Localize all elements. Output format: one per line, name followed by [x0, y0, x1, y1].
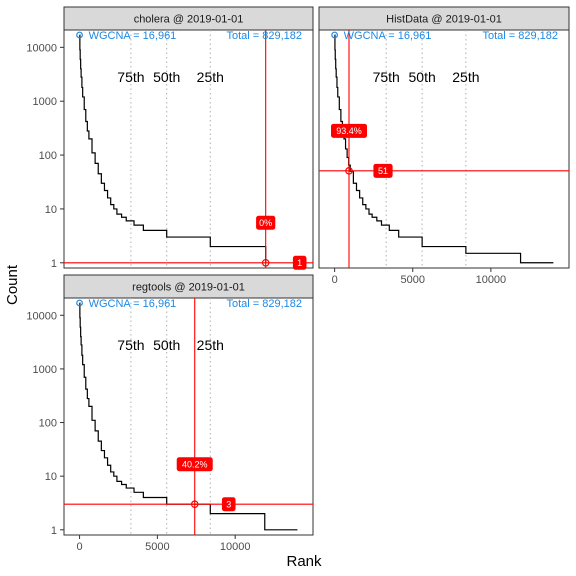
percentile-label: 25th — [197, 337, 224, 353]
marker-percent-label-bg — [176, 457, 213, 472]
percentile-label: 75th — [373, 69, 400, 85]
y-tick-label: 10 — [45, 204, 57, 216]
panel-border — [318, 29, 570, 269]
total-label: Total = 829,182 — [482, 30, 558, 42]
x-tick-label: 10000 — [220, 541, 251, 553]
panel-data — [64, 298, 313, 535]
top-point — [331, 31, 339, 39]
marker-count-label-bg — [221, 497, 236, 512]
facet-panel-1: cholera @ 2019-01-01 75th 50th 25th WGCNA = … — [26, 6, 314, 270]
marker-count-label-bg — [373, 163, 393, 178]
marker-point — [261, 258, 270, 267]
marker-count-label-bg — [292, 255, 307, 270]
y-tick-label: 1000 — [33, 364, 57, 376]
marker-percent-label: 40.2% — [182, 460, 208, 470]
y-tick-label: 10000 — [26, 310, 57, 322]
marker-percent-label: 93.4% — [336, 126, 362, 136]
percentile-label: 50th — [153, 69, 180, 85]
total-label: Total = 829,182 — [226, 30, 302, 42]
y-tick-label: 10 — [45, 471, 57, 483]
facet-panel-2: HistData @ 2019-01-01 75th 50th 25th WGCNA =… — [318, 6, 570, 286]
y-tick-label: 100 — [39, 150, 57, 162]
facet-title: regtools @ 2019-01-01 — [132, 282, 245, 294]
marker-count-label: 1 — [297, 258, 302, 268]
percentile-label: 75th — [117, 337, 144, 353]
marker-point — [345, 167, 353, 175]
marker-percent-label-bg — [331, 123, 367, 138]
x-tick-label: 10000 — [476, 274, 507, 286]
marker-point — [190, 500, 199, 509]
y-tick-label: 1 — [51, 525, 57, 537]
top-point — [76, 299, 83, 307]
y-tick-label: 1000 — [33, 96, 57, 108]
y-tick-label: 100 — [39, 418, 57, 430]
marker-count-label: 51 — [378, 166, 388, 176]
marker-percent-label-bg — [256, 215, 276, 230]
total-label: Total = 829,182 — [226, 298, 302, 310]
count-step-line — [79, 302, 298, 531]
panel-data — [64, 30, 313, 268]
panel-data — [319, 30, 569, 268]
x-tick-label: 5000 — [145, 541, 169, 553]
top-point-label: WGCNA = 16,961 — [89, 298, 177, 310]
percentile-label: 25th — [197, 69, 224, 85]
x-tick-label: 0 — [332, 274, 338, 286]
facet-title: cholera @ 2019-01-01 — [134, 14, 244, 26]
y-axis-label: Count — [4, 264, 21, 305]
x-axis-label: Rank — [286, 553, 322, 570]
top-point — [76, 31, 83, 39]
y-tick-label: 10000 — [26, 42, 57, 54]
percentile-label: 50th — [409, 69, 436, 85]
count-step-line — [79, 34, 267, 263]
x-tick-label: 0 — [77, 541, 83, 553]
percentile-label: 25th — [452, 69, 479, 85]
panel-border — [63, 297, 314, 536]
percentile-label: 50th — [153, 337, 180, 353]
y-tick-label: 1 — [51, 258, 57, 270]
marker-percent-label: 0% — [259, 218, 272, 228]
top-point-label: WGCNA = 16,961 — [344, 30, 432, 42]
panel-border — [63, 29, 314, 269]
percentile-label: 75th — [117, 69, 144, 85]
facet-panel-3: regtools @ 2019-01-01 75th 50th 25th WGCNA =… — [26, 274, 314, 553]
facet-title: HistData @ 2019-01-01 — [386, 14, 502, 26]
top-point-label: WGCNA = 16,961 — [89, 30, 177, 42]
x-tick-label: 5000 — [401, 274, 425, 286]
marker-count-label: 3 — [226, 500, 231, 510]
